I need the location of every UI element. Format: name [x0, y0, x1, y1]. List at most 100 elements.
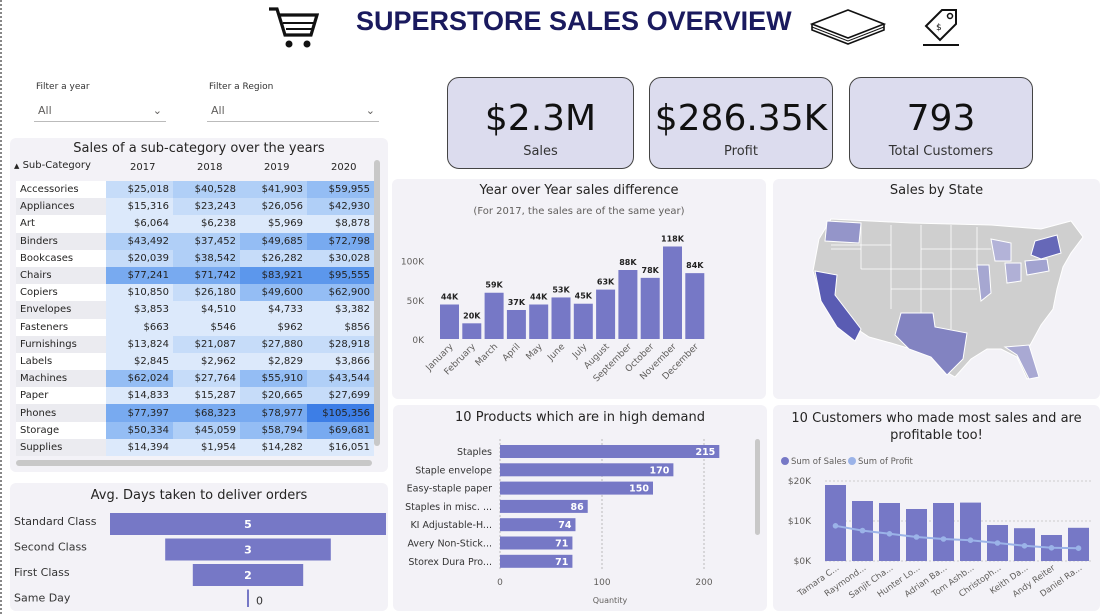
products-value-label: 170 — [650, 465, 670, 476]
matrix-year-header[interactable]: 2020 — [331, 162, 357, 173]
region-filter-label: Filter a Region — [209, 82, 274, 92]
delivery-bar[interactable] — [110, 513, 386, 535]
yoy-bar[interactable] — [596, 289, 616, 339]
customers-sales-bar[interactable] — [825, 485, 846, 561]
products-bar[interactable] — [500, 499, 588, 513]
matrix-cell: $83,921 — [240, 266, 307, 285]
products-bar[interactable] — [500, 481, 653, 495]
matrix-row[interactable]: Labels $2,845 $2,962 $2,829 $3,866 — [16, 352, 374, 371]
yoy-data-label: 44K — [530, 293, 548, 302]
matrix-row[interactable]: Envelopes $3,853 $4,510 $4,733 $3,382 — [16, 301, 374, 319]
delivery-bar[interactable] — [165, 538, 331, 561]
delivery-value-label: 5 — [244, 518, 252, 531]
customers-profit-point — [967, 537, 974, 543]
map-state-borders — [831, 223, 991, 329]
customers-sales-bar[interactable] — [933, 503, 954, 561]
delivery-category-label: Second Class — [14, 541, 87, 554]
matrix-row[interactable]: Machines $62,024 $27,764 $55,910 $43,544 — [16, 370, 374, 388]
matrix-row[interactable]: Paper $14,833 $15,287 $20,665 $27,699 — [16, 387, 374, 405]
customers-profit-point — [832, 523, 839, 529]
products-value-label: 71 — [555, 557, 568, 568]
matrix-cell: $26,282 — [240, 249, 307, 267]
matrix-cell: $962 — [240, 318, 307, 336]
customers-ytick-label: $20K — [788, 477, 812, 487]
yoy-bar[interactable] — [573, 303, 593, 339]
matrix-cell: $50,334 — [106, 421, 173, 439]
matrix-row-label: Accessories — [16, 181, 106, 199]
us-map[interactable] — [791, 209, 1091, 389]
yoy-bar[interactable] — [484, 292, 504, 339]
yoy-data-label: 37K — [508, 298, 526, 307]
yoy-ytick-label: 100K — [401, 258, 425, 268]
matrix-row[interactable]: Fasteners $663 $546 $962 $856 — [16, 318, 374, 336]
matrix-row-label: Storage — [16, 421, 106, 439]
yoy-ytick-label: 50K — [407, 297, 425, 307]
matrix-row[interactable]: Chairs $77,241 $71,742 $83,921 $95,555 — [16, 266, 374, 285]
matrix-row[interactable]: Accessories $25,018 $40,528 $41,903 $59,955 — [16, 181, 374, 199]
matrix-cell: $42,930 — [307, 198, 374, 216]
matrix-row[interactable]: Supplies $14,394 $1,954 $14,282 $16,051 — [16, 438, 374, 456]
delivery-chart: Standard Class 5 Second Class 3 First Class 2… — [14, 513, 386, 608]
matrix-cell: $25,018 — [106, 181, 173, 199]
customers-profit-line — [835, 524, 1079, 550]
yoy-data-label: 53K — [552, 285, 570, 294]
delivery-category-label: Standard Class — [14, 515, 97, 528]
matrix-vertical-scrollbar[interactable] — [374, 160, 380, 446]
yoy-bar[interactable] — [551, 297, 571, 339]
delivery-bar[interactable] — [192, 564, 304, 586]
yoy-bar[interactable] — [462, 323, 482, 339]
matrix-horizontal-scrollbar[interactable] — [16, 460, 372, 466]
subcategory-header: Sub-Category — [22, 160, 91, 171]
matrix-cell: $95,555 — [307, 266, 374, 285]
matrix-row[interactable]: Art $6,064 $6,238 $5,969 $8,878 — [16, 215, 374, 233]
matrix-year-header[interactable]: 2019 — [264, 162, 290, 173]
yoy-data-label: 84K — [686, 261, 704, 270]
yoy-bar[interactable] — [663, 246, 682, 339]
matrix-row[interactable]: Appliances $15,316 $23,243 $26,056 $42,930 — [16, 198, 374, 216]
matrix-cell: $30,028 — [307, 249, 374, 267]
matrix-cell: $13,824 — [106, 335, 173, 353]
matrix-row[interactable]: Furnishings $13,824 $21,087 $27,880 $28,918 — [16, 335, 374, 353]
customers-profit-point — [1021, 543, 1028, 549]
year-filter-dropdown[interactable]: All ⌄ — [34, 100, 166, 122]
matrix-year-header[interactable]: 2017 — [130, 162, 156, 173]
matrix-row[interactable]: Bookcases $20,039 $38,542 $26,282 $30,028 — [16, 249, 374, 267]
customers-sales-bar[interactable] — [1068, 527, 1089, 561]
products-bar[interactable] — [500, 463, 674, 477]
products-bar[interactable] — [500, 445, 720, 458]
matrix-column-header[interactable]: ▲ Sub-Category — [14, 160, 91, 171]
yoy-bar[interactable] — [506, 309, 526, 339]
kpi-label: Profit — [724, 144, 758, 159]
matrix-year-header[interactable]: 2018 — [197, 162, 223, 173]
products-category-label: Storex Dura Pro... — [408, 557, 492, 568]
yoy-chart: 0K50K100K44KJanuary20KFebruary59KMarch37… — [401, 234, 705, 384]
matrix-row[interactable]: Copiers $10,850 $26,180 $49,600 $62,900 — [16, 284, 374, 302]
matrix-row[interactable]: Phones $77,397 $68,323 $78,977 $105,356 — [16, 404, 374, 422]
products-bar[interactable] — [500, 536, 573, 550]
matrix-row[interactable]: Storage $50,334 $45,059 $58,794 $69,681 — [16, 421, 374, 439]
yoy-bar[interactable] — [618, 270, 638, 339]
page-title: SUPERSTORE SALES OVERVIEW — [356, 6, 792, 36]
products-vertical-scrollbar[interactable] — [755, 439, 760, 535]
matrix-cell: $14,282 — [240, 438, 307, 456]
yoy-bar[interactable] — [640, 277, 660, 339]
products-bar[interactable] — [500, 554, 573, 568]
matrix-row[interactable]: Binders $43,492 $37,452 $49,685 $72,798 — [16, 232, 374, 250]
yoy-bar[interactable] — [685, 273, 705, 339]
yoy-data-label: 20K — [463, 311, 481, 320]
products-xtick-label: 0 — [497, 578, 503, 588]
matrix-cell: $45,059 — [173, 421, 240, 439]
yoy-ytick-label: 0K — [412, 336, 425, 346]
matrix-cell: $27,880 — [240, 335, 307, 353]
matrix-cell: $2,962 — [173, 352, 240, 371]
products-category-label: KI Adjustable-H... — [410, 520, 492, 531]
yoy-bar[interactable] — [440, 304, 459, 339]
products-bar[interactable] — [500, 518, 576, 532]
region-filter-dropdown[interactable]: All ⌄ — [207, 100, 379, 122]
matrix-row-label: Labels — [16, 352, 106, 371]
yoy-bar[interactable] — [529, 304, 549, 339]
matrix-cell: $28,918 — [307, 335, 374, 353]
delivery-bar[interactable] — [247, 589, 249, 608]
customers-sales-bar[interactable] — [960, 502, 981, 561]
